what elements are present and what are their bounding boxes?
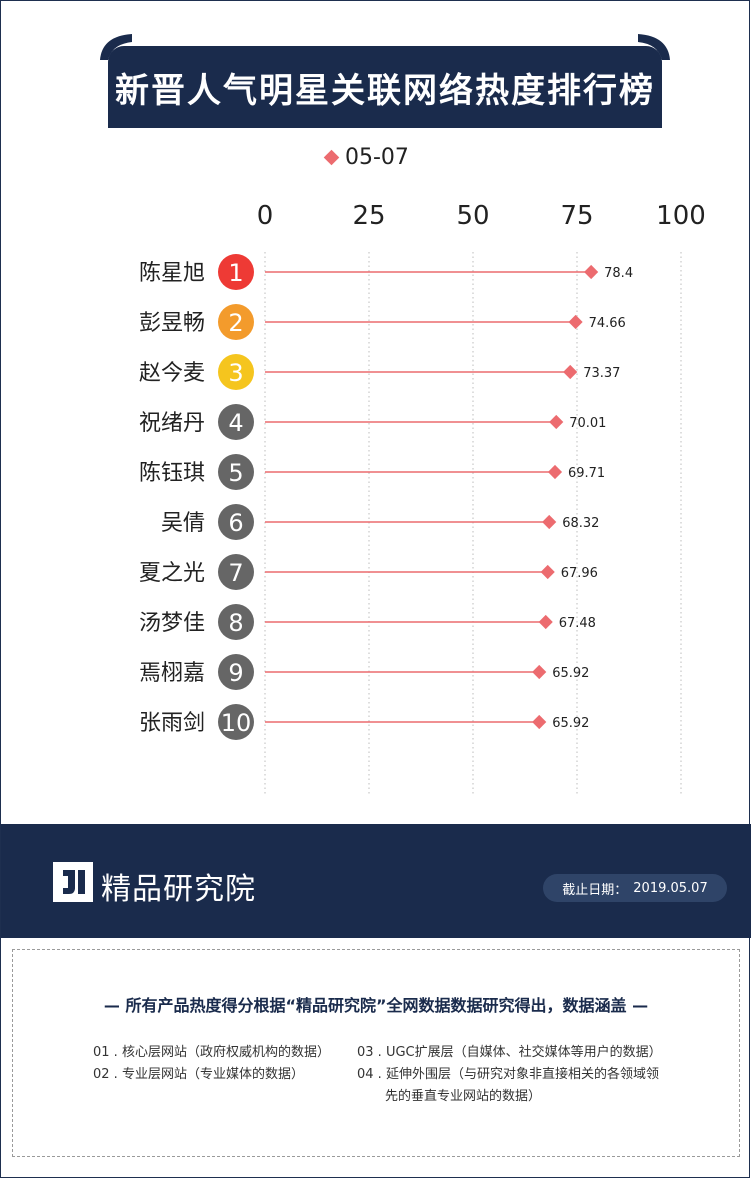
rank-badge: [218, 254, 254, 290]
x-tick-label: 25: [352, 201, 385, 231]
note-item: 02 . 专业层网站（专业媒体的数据）: [93, 1067, 304, 1082]
date-badge: 截止日期： 2019.05.07: [543, 874, 727, 902]
x-tick-label: 75: [560, 201, 593, 231]
data-label: 74.66: [589, 316, 626, 331]
date-label: 截止日期：: [562, 882, 628, 898]
rank-number: 4: [228, 409, 243, 437]
category-label: 夏之光: [139, 561, 205, 586]
rank-number: 7: [228, 559, 243, 587]
data-point-marker: [532, 714, 547, 730]
rank-badge: [218, 704, 254, 740]
rank-badge: [218, 354, 254, 390]
data-label: 65.92: [552, 716, 589, 731]
footer-bar: 精品研究院 截止日期： 2019.05.07: [1, 824, 751, 938]
x-tick-label: 0: [257, 201, 274, 231]
data-label: 67.48: [559, 616, 596, 631]
data-point-marker: [568, 314, 583, 330]
category-label: 彭昱畅: [139, 311, 205, 336]
category-label: 陈星旭: [139, 261, 205, 286]
data-label: 69.71: [568, 466, 605, 481]
rank-badge: [218, 554, 254, 590]
banner-right-corner: [638, 34, 670, 60]
data-point-marker: [540, 564, 555, 580]
title-banner: 新晋人气明星关联网络热度排行榜: [108, 46, 662, 128]
data-label: 73.37: [583, 366, 620, 381]
rank-badge: [218, 504, 254, 540]
chart-legend: 05-07: [323, 142, 409, 172]
rank-badge: [218, 454, 254, 490]
category-label: 张雨剑: [139, 711, 205, 736]
data-point-marker: [549, 414, 564, 430]
data-label: 68.32: [562, 516, 599, 531]
brand-logo-icon: [53, 862, 93, 902]
note-item: 03 . UGC扩展层（自媒体、社交媒体等用户的数据）: [357, 1045, 662, 1060]
note-item: 01 . 核心层网站（政府权威机构的数据）: [93, 1045, 330, 1060]
x-tick-label: 100: [656, 201, 706, 231]
rank-badge: [218, 404, 254, 440]
rank-number: 10: [221, 709, 252, 737]
category-label: 汤梦佳: [139, 611, 205, 636]
rank-number: 6: [228, 509, 243, 537]
legend-diamond-marker: [323, 149, 340, 165]
rank-number: 8: [228, 609, 243, 637]
category-label: 陈钰琪: [139, 461, 205, 486]
rank-number: 1: [228, 259, 243, 287]
note-item: 先的垂直专业网站的数据）: [385, 1089, 542, 1104]
data-point-marker: [532, 664, 547, 680]
data-point-marker: [563, 364, 578, 380]
date-value: 2019.05.07: [633, 880, 708, 896]
data-label: 67.96: [561, 566, 598, 581]
notes-box: — 所有产品热度得分根据“精品研究院”全网数据数据研究得出，数据涵盖 — 01 …: [12, 949, 740, 1157]
data-point-marker: [584, 264, 599, 280]
category-label: 祝绪丹: [139, 411, 205, 436]
data-label: 65.92: [552, 666, 589, 681]
category-label: 吴倩: [161, 511, 205, 536]
rank-number: 9: [228, 659, 243, 687]
data-label: 78.4: [604, 266, 633, 281]
rank-badge: [218, 604, 254, 640]
rank-number: 5: [228, 459, 243, 487]
rank-number: 2: [228, 309, 243, 337]
chart-title: 新晋人气明星关联网络热度排行榜: [115, 70, 655, 111]
data-point-marker: [538, 614, 553, 630]
rank-badge: [218, 304, 254, 340]
note-item: 04 . 延伸外围层（与研究对象非直接相关的各领域领: [357, 1067, 659, 1082]
legend-label: 05-07: [345, 144, 409, 170]
data-label: 70.01: [569, 416, 606, 431]
data-point-marker: [547, 464, 563, 480]
data-point-marker: [542, 514, 557, 530]
category-label: 焉栩嘉: [139, 661, 205, 686]
x-tick-label: 50: [456, 201, 489, 231]
brand-name: 精品研究院: [101, 872, 256, 907]
rank-badge: [218, 654, 254, 690]
notes-heading: — 所有产品热度得分根据“精品研究院”全网数据数据研究得出，数据涵盖 —: [103, 996, 649, 1015]
category-label: 赵今麦: [139, 361, 205, 386]
rank-number: 3: [228, 359, 243, 387]
